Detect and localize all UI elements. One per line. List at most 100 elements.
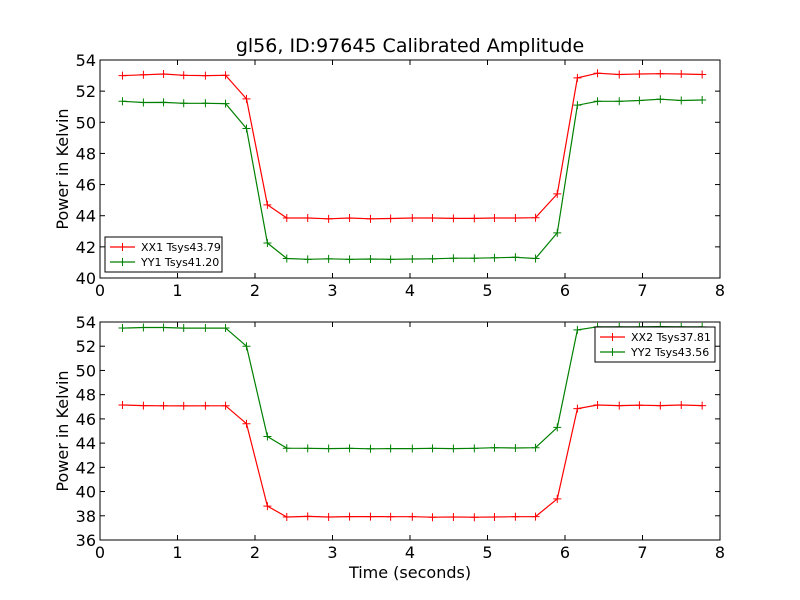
bottom-series-1-point (242, 419, 251, 428)
top-series-2-point (449, 254, 458, 263)
top-series-1-point (531, 213, 540, 222)
top-x-tick-label: 5 (482, 281, 492, 300)
top-series-1-point (242, 94, 251, 103)
bottom-x-axis-label: Time (seconds) (348, 563, 471, 582)
bottom-y-tick-label: 52 (76, 337, 96, 356)
bottom-series-1-point (698, 401, 707, 410)
top-y-tick-label: 46 (76, 176, 96, 195)
top-series-2-point (242, 124, 251, 133)
bottom-x-tick-label: 5 (482, 543, 492, 562)
top-legend-marker-2 (118, 258, 127, 266)
top-series-2-point (553, 228, 562, 237)
top-series-1-point (677, 70, 686, 79)
top-legend-marker-1 (118, 243, 127, 251)
bottom-y-tick-label: 54 (76, 313, 96, 332)
bottom-series-1-point (573, 404, 582, 413)
top-y-tick-label: 40 (76, 269, 96, 288)
top-series-1-point (656, 69, 665, 78)
top-series-2-point (615, 97, 624, 106)
bottom-series-1-point (263, 502, 272, 511)
bottom-x-tick-label: 3 (327, 543, 337, 562)
top-series-2-point (221, 99, 230, 108)
top-series-1-point (470, 214, 479, 223)
bottom-legend-label-2: YY2 Tsys43.56 (630, 346, 709, 359)
top-x-tick-label: 2 (250, 281, 260, 300)
top-series-1-point (698, 70, 707, 79)
top-y-tick-label: 52 (76, 82, 96, 101)
bottom-series-2-point (511, 443, 520, 452)
top-legend (104, 236, 223, 273)
top-legend-label-1: XX1 Tsys43.79 (141, 241, 221, 254)
top-series-1-point (118, 71, 127, 80)
bottom-y-tick-label: 48 (76, 386, 96, 405)
bottom-series-2-point (531, 443, 540, 452)
bottom-series-2-point (345, 444, 354, 453)
top-series-2-point (118, 97, 127, 106)
bottom-series-2-point (242, 342, 251, 351)
bottom-series-2-point (263, 432, 272, 441)
top-y-tick-label: 54 (76, 51, 96, 70)
top-series-2-point (511, 253, 520, 262)
bottom-series-2-point (139, 323, 148, 332)
bottom-series-1-point (615, 401, 624, 410)
bottom-series-2-point (201, 324, 210, 333)
bottom-series-1-point (139, 401, 148, 410)
top-series-2-point (593, 97, 602, 106)
bottom-y-tick-label: 46 (76, 410, 96, 429)
bottom-y-tick-label: 50 (76, 361, 96, 380)
bottom-series-2-point (179, 324, 188, 333)
top-y-tick-label: 44 (76, 207, 96, 226)
bottom-series-1-point (511, 512, 520, 521)
bottom-series-2-point (118, 324, 127, 333)
top-series-1-point (201, 71, 210, 80)
bottom-x-tick-label: 6 (560, 543, 570, 562)
top-series-1-point (511, 214, 520, 223)
top-series-1-point (593, 69, 602, 78)
bottom-series-2-point (303, 444, 312, 453)
top-x-tick-label: 6 (560, 281, 570, 300)
bottom-y-tick-label: 44 (76, 434, 96, 453)
top-x-tick-label: 7 (637, 281, 647, 300)
bottom-series-2-point (449, 444, 458, 453)
bottom-x-tick-label: 4 (405, 543, 415, 562)
top-y-axis-label: Power in Kelvin (53, 108, 72, 229)
bottom-legend-marker-1 (608, 333, 617, 341)
bottom-series-1-point (366, 512, 375, 521)
chart-title: gl56, ID:97645 Calibrated Amplitude (236, 35, 584, 57)
bottom-series-2-point (573, 325, 582, 334)
top-series-1-point (324, 214, 333, 223)
bottom-x-tick-label: 0 (95, 543, 105, 562)
bottom-series-1-point (201, 401, 210, 410)
top-series-1-point (635, 70, 644, 79)
top-series-2-point (345, 255, 354, 264)
bottom-series-2-point (324, 444, 333, 453)
top-series-1-point (428, 214, 437, 223)
bottom-legend-marker-2 (608, 348, 617, 356)
bottom-legend-label-1: XX2 Tsys37.81 (631, 331, 711, 344)
top-x-tick-label: 0 (95, 281, 105, 300)
bottom-x-tick-label: 1 (172, 543, 182, 562)
top-series-1-point (159, 70, 168, 79)
bottom-y-tick-label: 42 (76, 458, 96, 477)
bottom-series-2-point (221, 324, 230, 333)
bottom-series-2-point (386, 444, 395, 453)
bottom-series-2-point (282, 444, 291, 453)
bottom-series-1-point (531, 512, 540, 521)
top-series-1-point (179, 71, 188, 80)
top-series-1-point (573, 73, 582, 82)
top-series-2-point (573, 101, 582, 110)
bottom-x-tick-label: 2 (250, 543, 260, 562)
top-series-2-point (263, 238, 272, 247)
bottom-y-tick-label: 38 (76, 507, 96, 526)
bottom-series-1-point (593, 400, 602, 409)
top-series-2-point (282, 254, 291, 263)
bottom-series-1-point (282, 512, 291, 521)
top-series-2-point (324, 254, 333, 263)
bottom-x-tick-label: 7 (637, 543, 647, 562)
bottom-series-1-point (159, 401, 168, 410)
top-x-tick-label: 1 (172, 281, 182, 300)
bottom-series-2-point (553, 423, 562, 432)
top-series-2-point (677, 96, 686, 105)
top-series-1-point (263, 200, 272, 209)
